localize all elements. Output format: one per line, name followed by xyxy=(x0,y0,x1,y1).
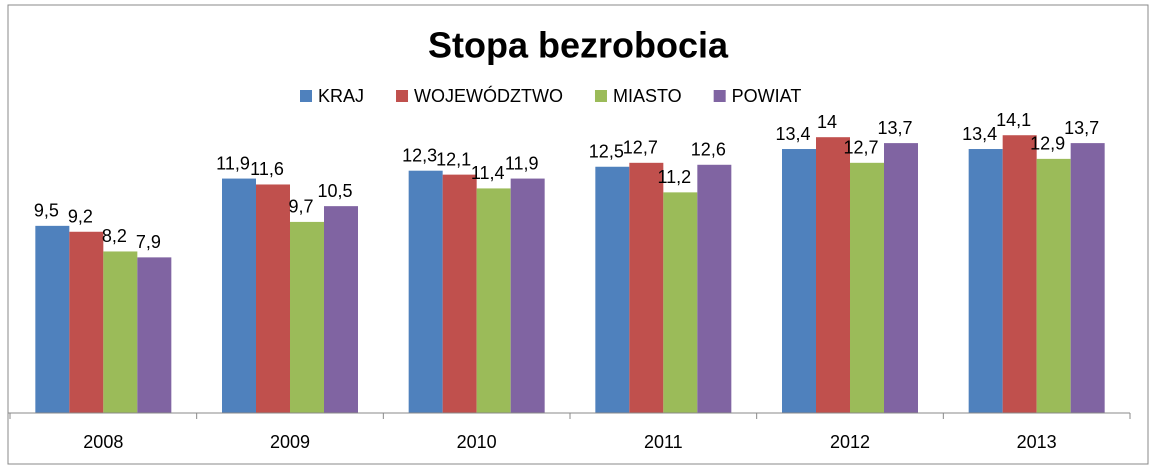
bar xyxy=(510,178,545,413)
legend-label: WOJEWÓDZTWO xyxy=(414,85,563,106)
bar xyxy=(1070,143,1105,414)
bar xyxy=(663,192,698,413)
bar xyxy=(222,178,256,413)
data-label: 12,1 xyxy=(436,149,471,169)
data-label: 9,7 xyxy=(288,197,313,217)
data-label: 11,9 xyxy=(505,153,539,173)
data-label: 7,9 xyxy=(136,232,161,252)
data-label: 10,5 xyxy=(317,181,352,201)
x-tick-label: 2013 xyxy=(1017,432,1057,452)
bar xyxy=(408,170,443,413)
bar xyxy=(782,149,816,413)
x-tick-label: 2008 xyxy=(83,432,123,452)
bar xyxy=(850,162,884,413)
bar xyxy=(884,143,918,414)
data-label: 13,4 xyxy=(962,124,997,144)
data-label: 13,4 xyxy=(775,124,810,144)
bar xyxy=(103,251,138,413)
bar xyxy=(816,137,850,413)
data-label: 12,9 xyxy=(1030,134,1065,154)
bar xyxy=(324,206,358,413)
legend-label: MIASTO xyxy=(613,86,682,106)
bar xyxy=(442,174,477,413)
bar xyxy=(35,225,70,413)
data-label: 14,1 xyxy=(996,110,1031,130)
x-tick-label: 2012 xyxy=(830,432,870,452)
data-label: 11,4 xyxy=(471,163,505,183)
data-label: 9,5 xyxy=(34,201,59,221)
chart-title: Stopa bezrobocia xyxy=(428,25,729,66)
data-label: 14 xyxy=(817,112,837,132)
legend-swatch xyxy=(594,90,607,102)
legend-swatch xyxy=(396,90,409,102)
data-label: 12,7 xyxy=(843,138,878,158)
bar xyxy=(697,164,732,413)
data-label: 11,9 xyxy=(216,153,250,173)
data-label: 12,6 xyxy=(691,140,726,160)
legend-label: KRAJ xyxy=(318,86,364,106)
legend-swatch xyxy=(713,90,726,102)
x-tick-label: 2009 xyxy=(270,432,310,452)
data-label: 12,5 xyxy=(589,142,624,162)
bar xyxy=(256,184,290,413)
bar xyxy=(476,188,511,413)
legend-label: POWIAT xyxy=(732,86,802,106)
bar xyxy=(137,257,172,413)
data-label: 13,7 xyxy=(877,118,912,138)
bar xyxy=(968,149,1003,413)
data-label: 12,7 xyxy=(623,138,658,158)
x-tick-label: 2010 xyxy=(457,432,497,452)
data-label: 13,7 xyxy=(1064,118,1099,138)
bar xyxy=(1002,135,1037,414)
bar xyxy=(290,221,324,413)
x-tick-label: 2011 xyxy=(644,432,683,452)
legend-swatch xyxy=(300,90,312,102)
bar xyxy=(629,162,664,413)
data-label: 12,3 xyxy=(402,145,437,165)
data-label: 11,6 xyxy=(250,159,284,179)
data-label: 9,2 xyxy=(68,207,93,227)
bar xyxy=(1036,158,1071,413)
bar xyxy=(595,166,630,413)
data-label: 8,2 xyxy=(102,226,127,246)
bar xyxy=(69,231,104,413)
chart-frame xyxy=(7,4,1149,465)
data-label: 11,2 xyxy=(657,167,691,187)
